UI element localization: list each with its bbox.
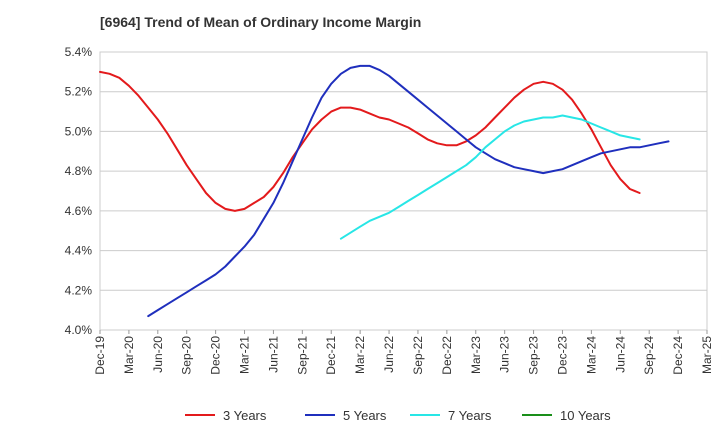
x-tick-label: Sep-20 — [180, 336, 194, 375]
y-tick-label: 4.4% — [65, 244, 93, 258]
legend-label-10-years: 10 Years — [560, 408, 611, 423]
plot-area — [99, 51, 708, 331]
x-tick-label: Jun-23 — [498, 336, 512, 373]
x-tick-label: Sep-21 — [295, 336, 309, 375]
x-tick-label: Sep-22 — [411, 336, 425, 375]
x-tick-label: Jun-20 — [151, 336, 165, 373]
y-tick-label: 4.2% — [65, 283, 93, 297]
y-tick-label: 4.0% — [65, 323, 93, 337]
legend-label-3-years: 3 Years — [223, 408, 267, 423]
y-tick-label: 4.8% — [65, 164, 93, 178]
x-tick-label: Jun-24 — [613, 336, 627, 373]
legend: 3 Years 5 Years 7 Years 10 Years — [185, 408, 611, 423]
chart-title: [6964] Trend of Mean of Ordinary Income … — [100, 14, 422, 30]
series-line-3-years — [99, 70, 641, 212]
x-tick-label: Sep-23 — [527, 336, 541, 375]
x-tick-label: Mar-20 — [122, 336, 136, 374]
x-tick-label: Mar-23 — [469, 336, 483, 374]
x-tick-label: Dec-20 — [209, 336, 223, 375]
x-axis: Dec-19 Mar-20 Jun-20 Sep-20 Dec-20 Mar-21 Jun-… — [93, 330, 714, 375]
x-tick-label: Dec-21 — [324, 336, 338, 375]
series-line-5-years — [147, 64, 670, 318]
x-tick-label: Mar-21 — [238, 336, 252, 374]
x-tick-label: Jun-22 — [382, 336, 396, 373]
y-axis: 4.0% 4.2% 4.4% 4.6% 4.8% 5.0% 5.2% 5.4% — [65, 45, 93, 337]
x-tick-label: Jun-21 — [266, 336, 280, 373]
legend-label-5-years: 5 Years — [343, 408, 387, 423]
x-tick-label: Dec-23 — [555, 336, 569, 375]
y-tick-label: 5.0% — [65, 124, 93, 138]
y-tick-label: 5.4% — [65, 45, 93, 59]
y-tick-label: 4.6% — [65, 204, 93, 218]
x-tick-label: Mar-25 — [700, 336, 714, 374]
series-line-7-years — [339, 114, 641, 240]
x-tick-label: Sep-24 — [642, 336, 656, 375]
gridlines — [100, 51, 707, 331]
x-tick-label: Dec-19 — [93, 336, 107, 375]
x-tick-label: Dec-22 — [440, 336, 454, 375]
y-tick-label: 5.2% — [65, 85, 93, 99]
legend-label-7-years: 7 Years — [448, 408, 492, 423]
series-lines — [99, 64, 670, 318]
x-tick-label: Dec-24 — [671, 336, 685, 375]
x-tick-label: Mar-22 — [353, 336, 367, 374]
x-tick-label: Mar-24 — [584, 336, 598, 374]
